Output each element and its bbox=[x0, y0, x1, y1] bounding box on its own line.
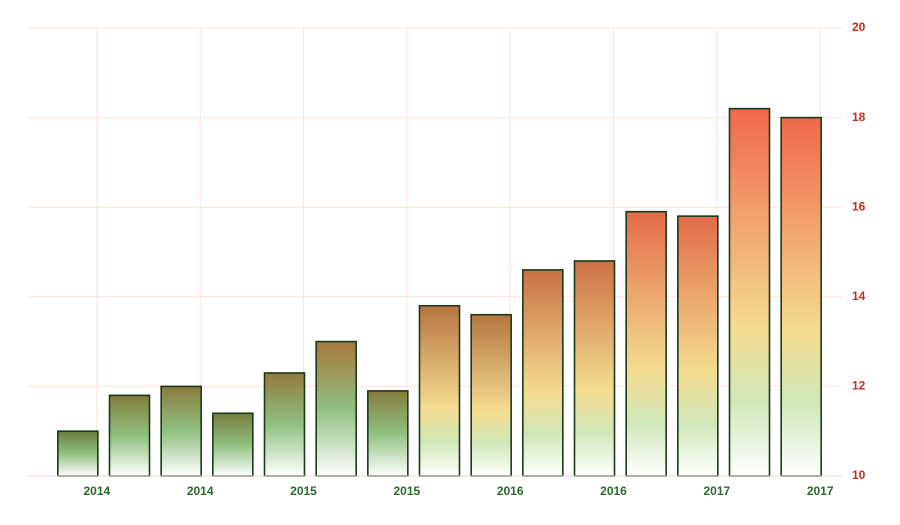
x-tick-label: 2014 bbox=[83, 484, 110, 498]
bar bbox=[728, 107, 771, 477]
bar bbox=[212, 412, 254, 477]
x-tick-label: 2015 bbox=[393, 484, 420, 498]
bar bbox=[108, 394, 151, 477]
y-tick-label: 20 bbox=[852, 20, 866, 34]
y-tick-label: 12 bbox=[852, 379, 866, 393]
x-tick-label: 2014 bbox=[187, 484, 214, 498]
x-tick-label: 2016 bbox=[600, 484, 627, 498]
x-tick-label: 2015 bbox=[290, 484, 317, 498]
bar bbox=[263, 372, 306, 477]
x-tick-label: 2016 bbox=[497, 484, 524, 498]
bar bbox=[57, 430, 99, 477]
bar bbox=[470, 313, 512, 477]
bar bbox=[367, 390, 409, 477]
x-tick-label: 2017 bbox=[703, 484, 730, 498]
y-tick-label: 16 bbox=[852, 199, 866, 213]
bar bbox=[625, 210, 667, 477]
bar bbox=[573, 260, 616, 477]
bar bbox=[160, 385, 202, 477]
bar bbox=[522, 269, 564, 477]
bar bbox=[315, 340, 357, 477]
x-tick-label: 2017 bbox=[807, 484, 834, 498]
bar bbox=[780, 116, 822, 477]
y-tick-label: 10 bbox=[852, 468, 866, 482]
bar bbox=[677, 215, 719, 477]
y-tick-label: 14 bbox=[852, 289, 866, 303]
y-tick-label: 18 bbox=[852, 110, 866, 124]
bar bbox=[418, 304, 461, 477]
